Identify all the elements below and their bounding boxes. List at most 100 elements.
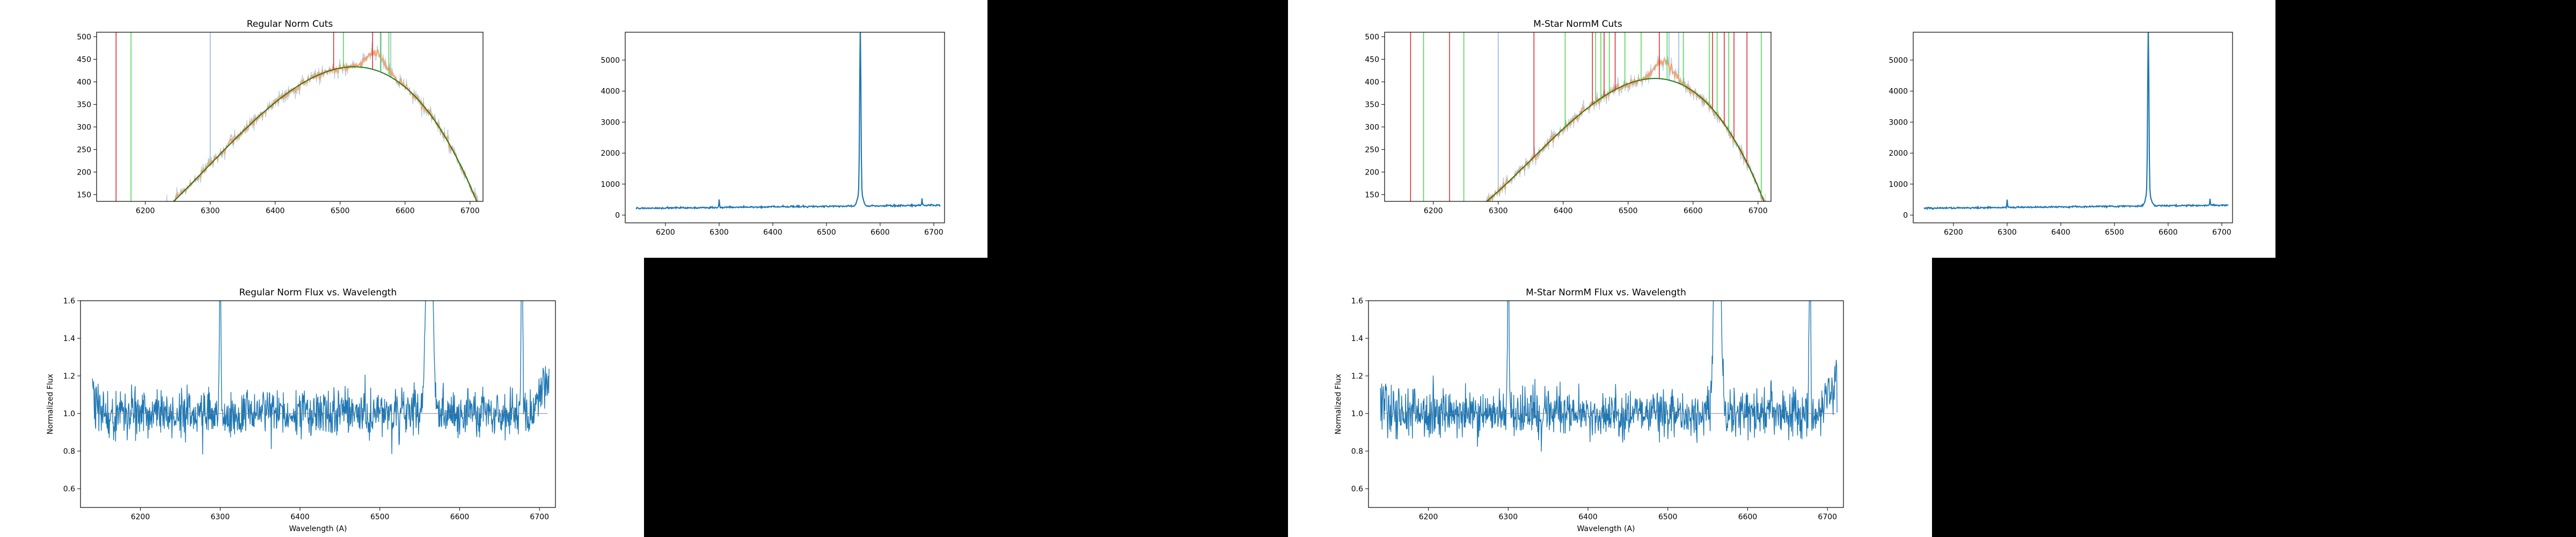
regular-spectrum-frame [625, 32, 945, 223]
y-tick-label: 0 [1903, 212, 1908, 220]
mstar-cuts-plot-area [1410, 32, 1766, 201]
regular-cuts-axes: 6200 6300 6400 6500 6600 6700 150 200 250 300 350 4… [77, 19, 484, 215]
x-tick-label: 6200 [131, 513, 150, 521]
y-tick-label: 250 [1365, 146, 1379, 154]
y-tick-label: 3000 [601, 118, 620, 127]
chart-title: M-Star NormM Flux vs. Wavelength [1526, 287, 1686, 298]
x-tick-label: 6300 [1997, 228, 2017, 237]
normalized-flux-series [1380, 301, 1838, 452]
chart-title: Regular Norm Flux vs. Wavelength [239, 287, 397, 298]
y-tick-label: 1.2 [1351, 372, 1363, 381]
x-tick-label: 6400 [763, 228, 782, 237]
y-tick-label: 1.6 [1351, 297, 1363, 306]
y-tick-label: 1.2 [63, 372, 75, 381]
normalized-flux-series [92, 301, 550, 455]
y-tick-label: 4000 [601, 88, 620, 96]
y-tick-label: 1.4 [63, 335, 75, 343]
kept-flux-series [173, 48, 479, 201]
y-tick-label: 2000 [1889, 149, 1908, 158]
y-tick-label: 300 [77, 123, 91, 132]
mstar-spectrum-plot-area [1923, 32, 2229, 211]
mstar-flux-axes: 6200 6300 6400 6500 6600 6700 0.6 0.8 1.0 1.2 1.4 1… [1334, 287, 1844, 533]
y-tick-label: 350 [1365, 100, 1379, 109]
x-axis-label: Wavelength (A) [1577, 525, 1635, 533]
x-tick-label: 6300 [1489, 207, 1508, 215]
x-tick-label: 6700 [924, 228, 943, 237]
y-axis-label: Normalized Flux [46, 374, 55, 434]
y-tick-label: 1.0 [1351, 410, 1363, 418]
continuum-fit-line [1485, 78, 1765, 201]
raw-spectrum-series [1923, 32, 2229, 211]
x-tick-label: 6400 [290, 513, 310, 521]
x-tick-label: 6400 [2051, 228, 2070, 237]
x-tick-label: 6200 [1419, 513, 1438, 521]
x-tick-label: 6600 [450, 513, 470, 521]
y-tick-label: 500 [1365, 33, 1379, 41]
x-tick-label: 6700 [530, 513, 549, 521]
y-tick-label: 200 [77, 168, 91, 177]
x-tick-label: 6400 [1578, 513, 1598, 521]
x-tick-label: 6500 [331, 207, 350, 215]
x-tick-label: 6600 [870, 228, 890, 237]
y-tick-label: 150 [1365, 191, 1379, 199]
x-tick-label: 6200 [136, 207, 155, 215]
y-tick-label: 300 [1365, 123, 1379, 132]
mstar-flux-plot-area [1380, 301, 1838, 452]
raw-flux-series [166, 42, 478, 201]
y-tick-label: 3000 [1889, 118, 1908, 127]
y-tick-label: 1000 [1889, 180, 1908, 189]
x-tick-label: 6600 [1738, 513, 1758, 521]
regular-norm-panel [0, 0, 987, 258]
y-axis-label: Normalized Flux [1334, 374, 1343, 434]
x-tick-label: 6300 [201, 207, 220, 215]
mstar-cuts-axes: 6200 6300 6400 6500 6600 6700 150 200 250 300 350 4… [1365, 19, 1772, 215]
x-tick-label: 6500 [1658, 513, 1678, 521]
y-tick-label: 0 [615, 212, 620, 220]
y-tick-label: 0.8 [63, 447, 75, 456]
mstar-spectrum-frame [1913, 32, 2233, 223]
m-star-norm-panel [1288, 0, 2275, 258]
y-tick-label: 150 [77, 191, 91, 199]
regular-flux-axes: 6200 6300 6400 6500 6600 6700 0.6 0.8 1.0 1.2 1.4 1… [46, 287, 556, 533]
x-tick-label: 6600 [1684, 207, 1703, 215]
mstar-spectrum-axes: 6200 6300 6400 6500 6600 6700 0 1000 2000 3000 400… [1889, 32, 2233, 237]
mstar-cuts-frame [1384, 32, 1772, 202]
x-tick-label: 6700 [1748, 207, 1768, 215]
x-tick-label: 6300 [709, 228, 729, 237]
raw-flux-series [1485, 54, 1766, 201]
y-tick-label: 500 [77, 33, 91, 41]
x-tick-label: 6700 [2212, 228, 2231, 237]
chart-title: Regular Norm Cuts [247, 19, 333, 30]
x-tick-label: 6300 [210, 513, 230, 521]
regular-flux-frame [80, 300, 556, 508]
x-axis-label: Wavelength (A) [289, 525, 347, 533]
y-tick-label: 200 [1365, 168, 1379, 177]
y-tick-label: 5000 [601, 56, 620, 65]
y-tick-label: 450 [77, 55, 91, 64]
regular-cuts-plot-area [115, 32, 479, 201]
x-tick-label: 6400 [266, 207, 285, 215]
x-tick-label: 6500 [1619, 207, 1638, 215]
x-tick-label: 6700 [460, 207, 480, 215]
raw-spectrum-series [635, 32, 941, 211]
x-tick-label: 6700 [1818, 513, 1837, 521]
regular-spectrum-axes: 6200 6300 6400 6500 6600 6700 0 1000 2000 3000 400… [601, 32, 945, 237]
y-tick-label: 1.4 [1351, 335, 1363, 343]
y-tick-label: 1000 [601, 180, 620, 189]
mstar-flux-frame [1368, 300, 1844, 508]
y-tick-label: 1.6 [63, 297, 75, 306]
x-tick-label: 6600 [396, 207, 415, 215]
y-tick-label: 1.0 [63, 410, 75, 418]
x-tick-label: 6400 [1554, 207, 1573, 215]
x-tick-label: 6200 [656, 228, 675, 237]
y-tick-label: 450 [1365, 55, 1379, 64]
y-tick-label: 4000 [1889, 88, 1908, 96]
regular-spectrum-plot-area [635, 32, 941, 211]
regular-cuts-frame [96, 32, 484, 202]
x-tick-label: 6300 [1498, 513, 1518, 521]
continuum-fit-line [173, 66, 478, 201]
x-tick-label: 6500 [370, 513, 390, 521]
y-tick-label: 2000 [601, 149, 620, 158]
x-tick-label: 6200 [1944, 228, 1963, 237]
